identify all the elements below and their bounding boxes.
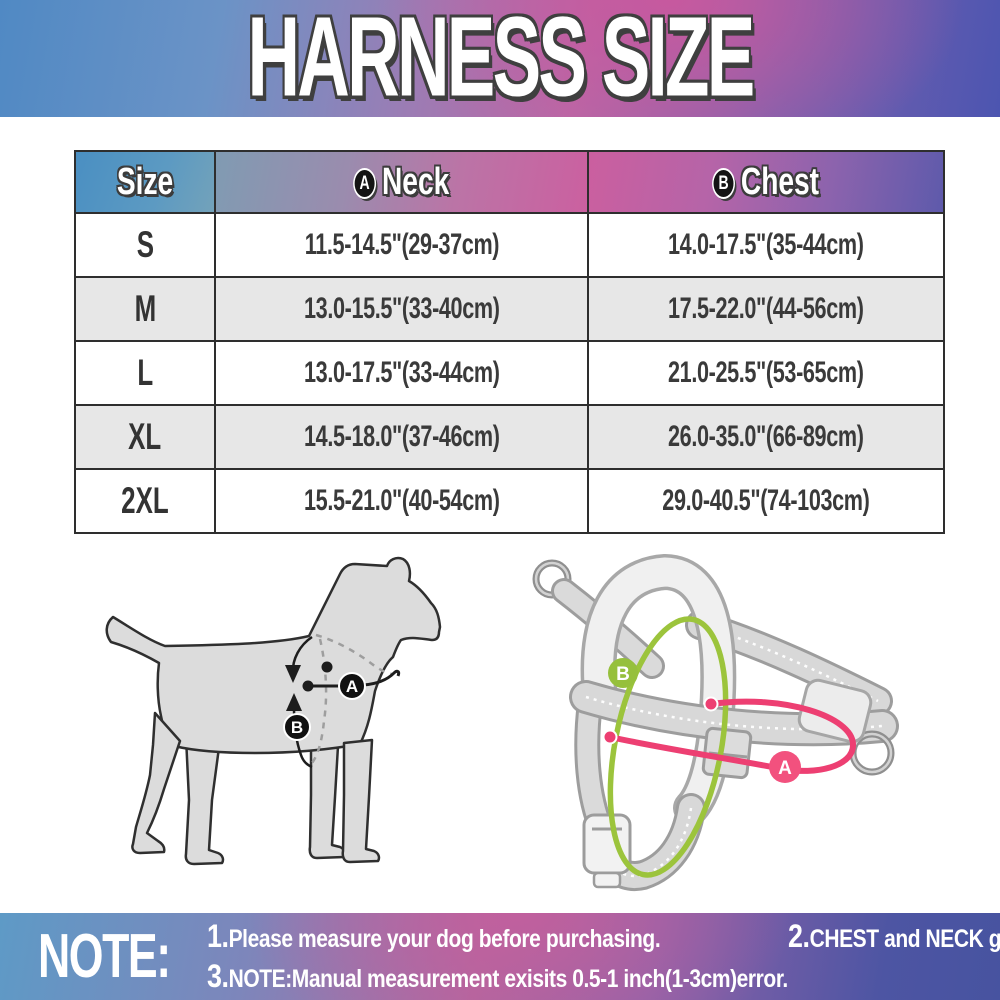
chest-value: 26.0-35.0"(66-89cm)	[668, 420, 864, 453]
size-label: XL	[128, 416, 162, 457]
size-label: M	[134, 288, 156, 329]
neck-value: 11.5-14.5"(29-37cm)	[304, 228, 499, 261]
header-neck-label: Neck	[381, 160, 449, 203]
header-chest-label: Chest	[740, 160, 819, 203]
dog-near-hind-leg	[131, 711, 182, 855]
dog-chest-badge-label: B	[291, 718, 303, 737]
header-size: Size	[74, 150, 216, 214]
dog-neck-badge-label: A	[346, 677, 358, 696]
header-size-label: Size	[116, 160, 174, 203]
chest-value: 17.5-22.0"(44-56cm)	[668, 292, 864, 325]
size-label: L	[137, 352, 153, 393]
note-banner: NOTE: 1.Please measure your dog before p…	[0, 913, 1000, 1000]
chest-value: 21.0-25.5"(53-65cm)	[668, 356, 864, 389]
dog-far-hind-leg	[184, 735, 225, 866]
dog-neck-girth-dashed-line	[315, 633, 394, 676]
measure-dot	[602, 729, 618, 745]
dog-chest-badge	[283, 713, 311, 741]
size-label: 2XL	[121, 480, 169, 521]
neck-value: 13.0-15.5"(33-40cm)	[303, 292, 500, 325]
note-item-1: 1.Please measure your dog before purchas…	[206, 918, 661, 954]
neck-value: 13.0-17.5"(33-44cm)	[303, 356, 500, 389]
measure-dot	[703, 696, 719, 712]
dog-neck-measure-hook	[362, 669, 401, 687]
size-table-header: Size A Neck B Chest	[74, 150, 945, 214]
harness-neck-badge-label: A	[778, 758, 792, 779]
title-banner: HARNESS SIZE	[0, 0, 1000, 120]
measure-dot	[302, 680, 314, 692]
note-label: NOTE:	[38, 922, 171, 991]
release-buckle-icon	[582, 813, 632, 875]
dog-near-front-leg	[341, 738, 381, 864]
harness-chest-badge	[608, 658, 638, 688]
note-lines: 1.Please measure your dog before purchas…	[207, 918, 1000, 995]
neck-badge-icon: A	[354, 169, 375, 197]
harness-chest-badge-label: B	[616, 664, 630, 685]
header-neck: A Neck	[214, 150, 589, 214]
dog-neck-badge	[338, 672, 366, 700]
note-item-3: 3.NOTE:Manual measurement exisits 0.5-1 …	[206, 958, 788, 994]
note-item-2: 2.CHEST and NECK girth will determine a …	[788, 918, 1000, 954]
slider-buckle-icon	[701, 726, 753, 780]
header-chest: B Chest	[587, 150, 945, 214]
dog-measurement-diagram: A B	[105, 556, 442, 866]
chest-value: 29.0-40.5"(74-103cm)	[662, 484, 870, 517]
table-row: XL 14.5-18.0"(37-46cm) 26.0-35.0"(66-89c…	[74, 404, 945, 470]
neck-girth-line	[607, 698, 857, 774]
arrow-up-icon	[286, 693, 302, 711]
table-row: S 11.5-14.5"(29-37cm) 14.0-17.5"(35-44cm…	[74, 212, 945, 278]
size-table: Size A Neck B Chest S 11.5-14.5"(29-37cm) …	[74, 150, 945, 534]
neck-value: 14.5-18.0"(37-46cm)	[303, 420, 500, 453]
harness-diagram: B A	[532, 553, 899, 891]
dog-far-front-leg	[308, 743, 347, 860]
page-title: HARNESS SIZE	[247, 0, 755, 120]
table-row: M 13.0-15.5"(33-40cm) 17.5-22.0"(44-56cm…	[74, 276, 945, 342]
measure-dot	[321, 661, 333, 673]
size-label: S	[136, 224, 154, 265]
table-row: 2XL 15.5-21.0"(40-54cm) 29.0-40.5"(74-10…	[74, 468, 945, 534]
harness-right-pad	[797, 678, 873, 744]
chest-badge-icon: B	[713, 169, 734, 197]
arrow-down-icon	[285, 665, 301, 683]
chest-value: 14.0-17.5"(35-44cm)	[668, 228, 864, 261]
table-row: L 13.0-17.5"(33-44cm) 21.0-25.5"(53-65cm…	[74, 340, 945, 406]
harness-neck-badge	[769, 751, 801, 783]
neck-value: 15.5-21.0"(40-54cm)	[303, 484, 500, 517]
